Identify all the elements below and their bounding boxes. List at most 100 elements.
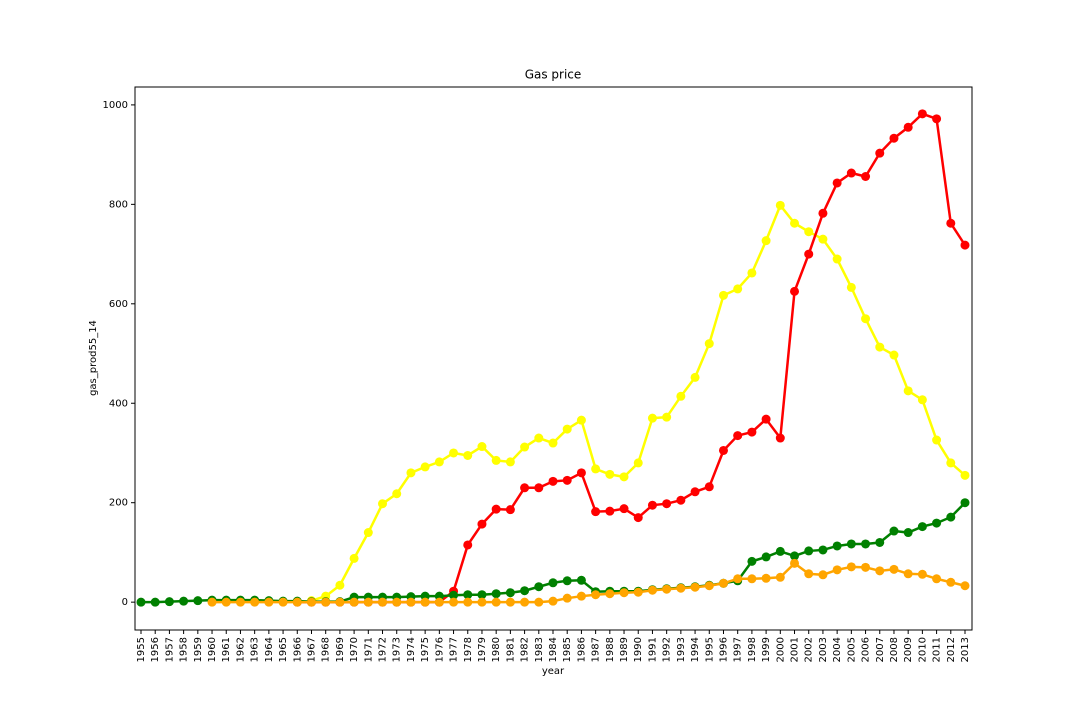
data-point [576,468,586,478]
data-point [505,588,515,598]
data-point [250,597,260,607]
data-point [747,556,757,566]
x-tick-label: 2006 [861,637,872,662]
y-tick-label: 600 [109,299,128,310]
x-tick-label: 1960 [207,637,218,662]
data-point [477,442,487,452]
data-point [520,586,530,596]
data-point [747,427,757,437]
data-point [491,589,501,599]
x-tick-label: 1961 [221,637,232,662]
x-tick-label: 2011 [932,637,943,662]
data-point [150,597,160,607]
data-point [562,424,572,434]
x-tick-label: 1974 [406,637,417,662]
data-point [946,512,956,522]
x-tick-label: 2004 [832,637,843,662]
data-point [733,431,743,441]
data-point [889,564,899,574]
data-point [576,575,586,585]
data-point [605,469,615,479]
x-tick-label: 1972 [378,637,389,662]
data-point [832,541,842,551]
data-point [378,499,388,509]
data-point [207,597,217,607]
data-point [917,395,927,405]
data-point [434,597,444,607]
x-tick-label: 1977 [449,637,460,662]
data-point [846,562,856,572]
data-point [889,133,899,143]
data-point [449,448,459,458]
x-tick-label: 1983 [534,637,545,662]
data-point [917,522,927,532]
data-point [903,386,913,396]
data-point [434,457,444,467]
data-point [591,590,601,600]
data-point [520,483,530,493]
data-point [690,372,700,382]
data-point [548,438,558,448]
data-point [136,597,146,607]
plot-frame [134,86,973,631]
data-point [818,545,828,555]
x-tick-label: 1979 [477,637,488,662]
data-point [576,415,586,425]
x-tick-label: 1969 [335,637,346,662]
data-point [960,240,970,250]
data-point [505,505,515,515]
chart-title: Gas price [525,68,582,82]
data-point [548,596,558,606]
x-tick-label: 1991 [647,637,658,662]
data-point [576,591,586,601]
y-axis-label: gas_prod55_14 [88,320,99,396]
data-point [917,109,927,119]
data-point [932,114,942,124]
data-point [179,596,189,606]
x-tick-label: 1985 [562,637,573,662]
data-point [619,472,629,482]
data-point [718,445,728,455]
data-point [292,597,302,607]
data-point [960,581,970,591]
data-point [363,528,373,538]
data-point [562,475,572,485]
x-tick-label: 2003 [818,637,829,662]
data-point [463,590,473,600]
data-point [818,208,828,218]
data-point [605,589,615,599]
x-tick-label: 2013 [960,637,971,662]
data-point [747,268,757,278]
x-tick-label: 1989 [619,637,630,662]
data-point [832,178,842,188]
data-point [960,470,970,480]
x-tick-label: 2002 [804,637,815,662]
data-point [875,566,885,576]
data-point [633,587,643,597]
data-point [875,537,885,547]
x-tick-label: 1984 [548,637,559,662]
data-point [761,236,771,246]
data-point [193,596,203,606]
y-tick-label: 800 [109,199,128,210]
data-point [349,597,359,607]
data-point [463,450,473,460]
x-tick-label: 2001 [790,637,801,662]
data-point [619,588,629,598]
data-point [846,168,856,178]
data-point [832,254,842,264]
y-tick-label: 400 [109,398,128,409]
x-tick-label: 1987 [591,637,602,662]
x-tick-label: 2008 [889,637,900,662]
data-point [449,597,459,607]
data-point [534,582,544,592]
x-tick-label: 1990 [633,637,644,662]
data-point [463,597,473,607]
data-point [861,562,871,572]
data-point [235,597,245,607]
data-point [832,565,842,575]
y-tick-label: 0 [122,597,128,608]
data-point [946,218,956,228]
data-point [520,597,530,607]
y-tick-label: 1000 [103,100,128,111]
